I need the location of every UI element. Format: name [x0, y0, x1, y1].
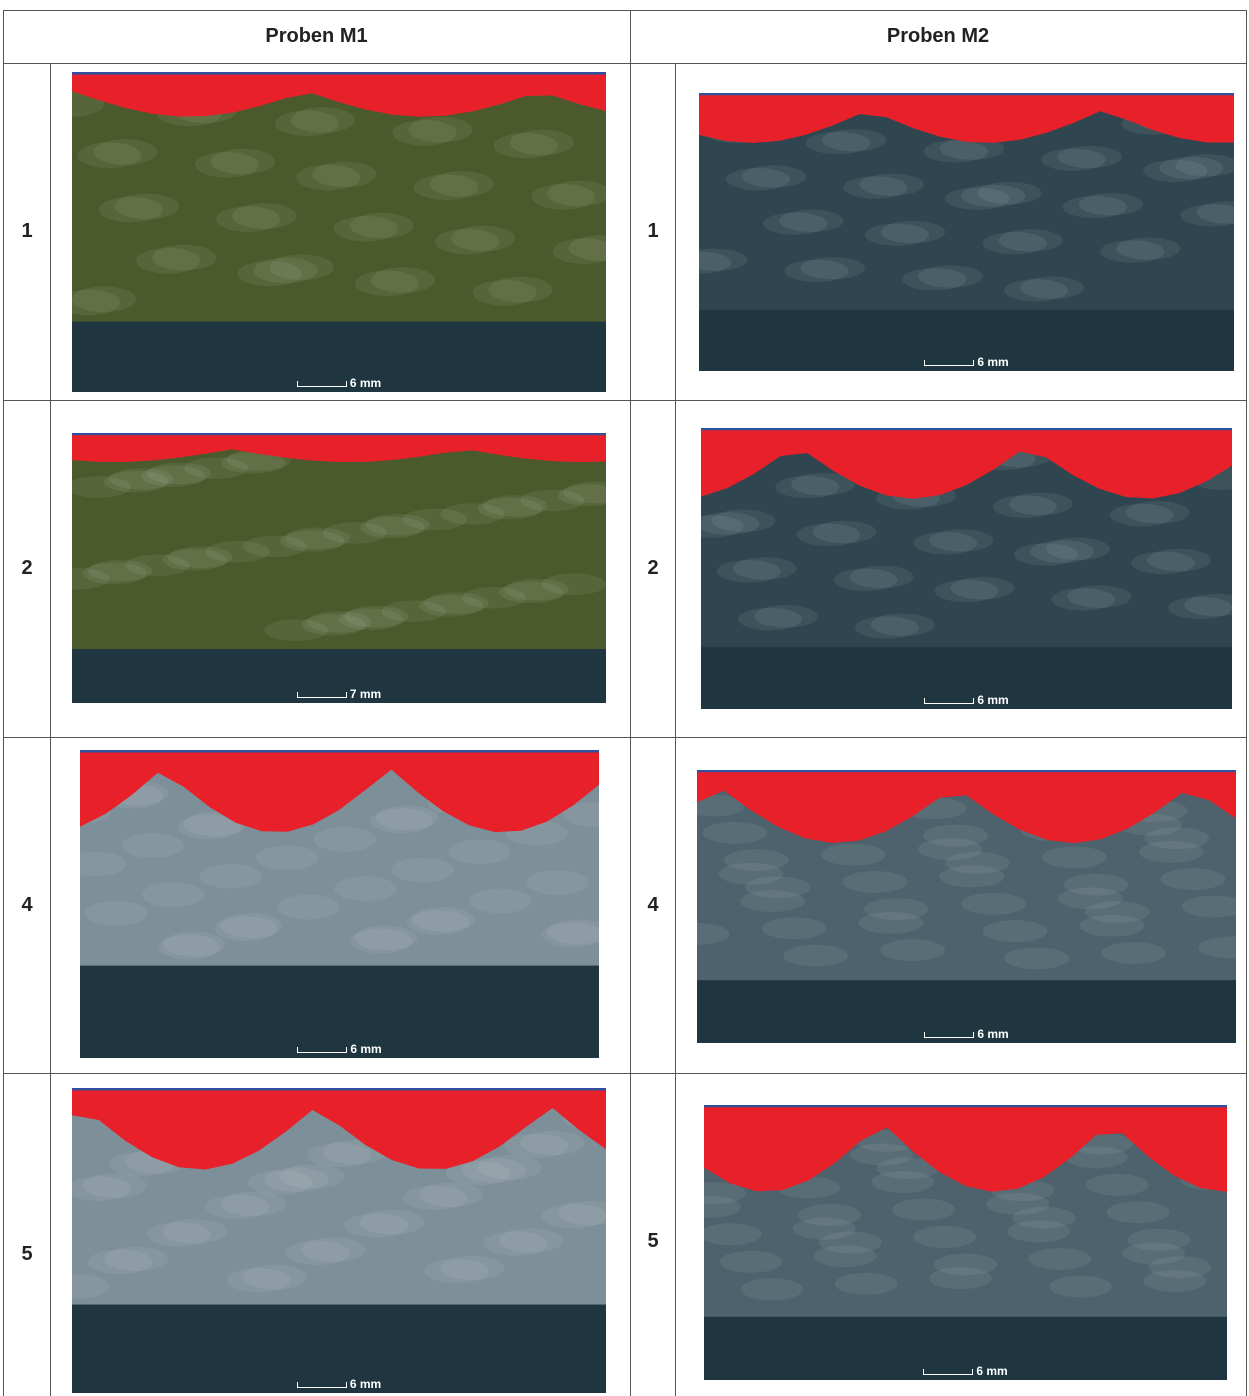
scan-image: 6 mm	[72, 72, 606, 392]
scale-bar: 6 mm	[699, 355, 1234, 369]
scan-image: 6 mm	[72, 1088, 606, 1393]
row-label: 4	[4, 894, 50, 917]
scale-label: 6 mm	[977, 355, 1008, 369]
scale-bar: 6 mm	[72, 1377, 606, 1391]
scale-label: 6 mm	[350, 1377, 381, 1391]
scan-image: 6 mm	[80, 750, 599, 1058]
scan-graphic	[701, 428, 1232, 709]
scan-image: 6 mm	[699, 93, 1234, 371]
scan-graphic	[72, 72, 606, 392]
scan-graphic	[72, 1088, 606, 1393]
scale-bar: 6 mm	[704, 1364, 1227, 1378]
column-header: Proben M1	[3, 10, 630, 63]
scale-bar: 7 mm	[72, 687, 606, 701]
scale-label: 7 mm	[350, 687, 381, 701]
row-label: 5	[630, 1230, 676, 1253]
scan-graphic	[80, 750, 599, 1058]
row-label: 5	[4, 1243, 50, 1266]
border	[675, 63, 676, 1396]
scan-graphic	[697, 770, 1236, 1043]
border	[50, 63, 51, 1396]
border	[3, 1073, 1247, 1074]
border	[3, 10, 4, 1396]
column-header: Proben M2	[630, 10, 1246, 63]
scan-graphic	[699, 93, 1234, 371]
border	[630, 10, 631, 1396]
scan-image: 6 mm	[701, 428, 1232, 709]
scale-bar: 6 mm	[701, 693, 1232, 707]
border	[3, 400, 1247, 401]
scan-image: 6 mm	[704, 1105, 1227, 1380]
scale-bar: 6 mm	[697, 1027, 1236, 1041]
scan-image: 6 mm	[697, 770, 1236, 1043]
row-label: 4	[630, 894, 676, 917]
border	[3, 737, 1247, 738]
scale-bar: 6 mm	[80, 1042, 599, 1056]
row-label: 2	[630, 557, 676, 580]
scale-label: 6 mm	[350, 376, 381, 390]
scan-graphic	[704, 1105, 1227, 1380]
scale-bar: 6 mm	[72, 376, 606, 390]
border	[1246, 10, 1247, 1396]
scale-label: 6 mm	[977, 1027, 1008, 1041]
row-label: 1	[630, 220, 676, 243]
page: Proben M1 Proben M2 1 2 4 5 1 2 4 5 6 mm…	[0, 0, 1249, 1396]
scale-label: 6 mm	[977, 693, 1008, 707]
row-label: 2	[4, 557, 50, 580]
border	[3, 63, 1247, 64]
row-label: 1	[4, 220, 50, 243]
scan-image: 7 mm	[72, 433, 606, 703]
scan-graphic	[72, 433, 606, 703]
scale-label: 6 mm	[976, 1364, 1007, 1378]
scale-label: 6 mm	[350, 1042, 381, 1056]
